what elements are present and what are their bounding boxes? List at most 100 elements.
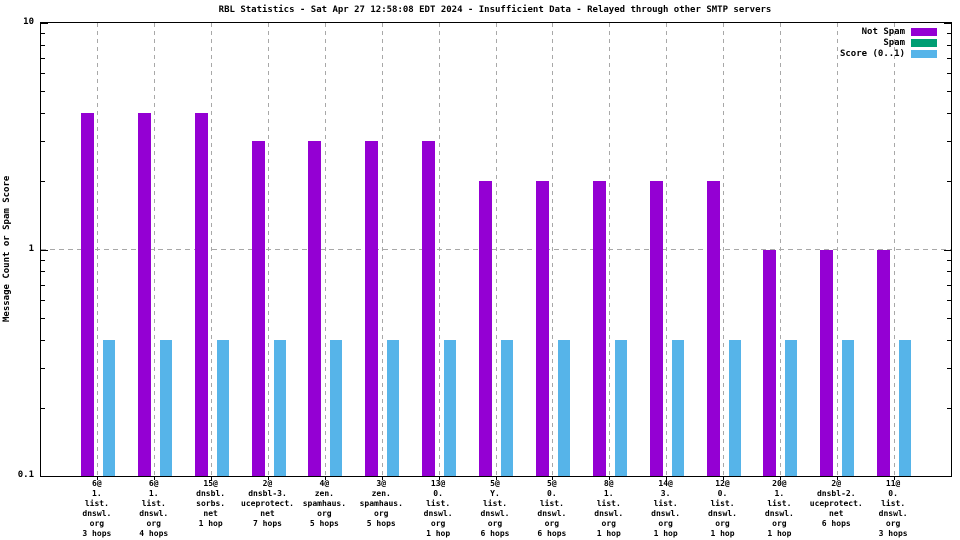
x-category-label-line: 0.: [547, 489, 557, 498]
y-major-tick: [41, 249, 48, 251]
x-category-label-line: 4 hops: [139, 529, 169, 538]
x-category-label-line: dnswl.: [139, 509, 169, 518]
y-minor-tick: [947, 259, 951, 261]
y-minor-tick: [41, 284, 45, 286]
x-category-label-line: Y.: [490, 489, 500, 498]
y-minor-tick: [41, 91, 45, 93]
x-tick: [268, 476, 269, 480]
x-gridline: [211, 23, 213, 476]
x-tick: [666, 476, 668, 480]
y-minor-tick: [947, 113, 951, 115]
x-category-label-line: org: [658, 519, 673, 528]
x-category-label-line: zen.: [314, 489, 334, 498]
x-tick: [97, 476, 99, 480]
x-category-label-line: 14@: [658, 479, 673, 488]
x-category-label-line: 1.: [603, 489, 614, 498]
bar-not-spam: [365, 141, 379, 476]
bar-score-0-1: [159, 339, 172, 476]
y-minor-tick: [947, 317, 951, 319]
x-category-label: 20@ 1. list. dnswl. org 1 hop: [729, 479, 829, 539]
bar-not-spam: [308, 141, 322, 476]
x-category-label-line: list.: [710, 499, 735, 508]
y-minor-tick: [41, 259, 45, 261]
x-tick: [779, 476, 781, 480]
x-tick: [211, 476, 213, 480]
y-minor-tick: [41, 339, 45, 341]
bar-not-spam: [592, 181, 606, 476]
x-category-label-line: dnsbl-3.: [248, 489, 287, 498]
x-category-label: 11@ 0. list. dnswl. org 3 hops: [843, 479, 943, 539]
legend-item-spam: Spam: [840, 37, 937, 48]
x-category-label-line: 0.: [433, 489, 443, 498]
bar-score-0-1: [216, 339, 229, 476]
x-category-label-line: 6 hops: [537, 529, 567, 538]
x-category-label-line: 6 hops: [480, 529, 510, 538]
bar-score-0-1: [102, 339, 115, 476]
legend-swatch: [911, 27, 937, 36]
x-gridline: [268, 23, 269, 476]
x-category-label-line: 3 hops: [82, 529, 112, 538]
x-category-label-line: org: [89, 519, 105, 528]
x-category-label-line: 7 hops: [253, 519, 282, 528]
bar-score-0-1: [671, 339, 684, 476]
x-tick: [893, 476, 895, 480]
x-category-label-line: dnswl.: [878, 509, 908, 518]
x-tick: [552, 476, 554, 480]
y-minor-tick: [41, 141, 45, 143]
x-category-label-line: 15@: [203, 479, 218, 488]
x-category-label-line: 5@: [547, 479, 557, 488]
x-category-label-line: list.: [84, 499, 109, 508]
y-major-tick: [944, 476, 951, 477]
y-minor-tick: [947, 339, 951, 341]
y-minor-tick: [947, 181, 951, 183]
x-category-label-line: org: [715, 519, 730, 528]
x-category-label-line: org: [374, 509, 389, 518]
y-minor-tick: [947, 367, 951, 369]
x-category-label-line: uceprotect.: [809, 499, 863, 508]
x-category-label: 14@ 3. list. dnswl. org 1 hop: [616, 479, 716, 539]
x-category-label-line: 11@: [885, 479, 901, 488]
x-gridline: [779, 23, 781, 476]
x-gridline: [438, 23, 440, 476]
x-category-label-line: 6@: [148, 479, 159, 488]
y-minor-tick: [41, 299, 45, 301]
x-category-label-line: 1.: [148, 489, 159, 498]
x-category-label-line: 1 hop: [653, 529, 678, 538]
chart-title: RBL Statistics - Sat Apr 27 12:58:08 EDT…: [218, 5, 772, 15]
y-minor-tick: [41, 58, 45, 60]
x-category-label-line: list.: [881, 499, 906, 508]
x-category-label-line: dnsbl.: [196, 489, 226, 498]
legend-item-not-spam: Not Spam: [840, 26, 937, 37]
y-minor-tick: [947, 284, 951, 286]
x-category-label-line: 3 hops: [878, 529, 908, 538]
x-category-label-line: list.: [539, 499, 564, 508]
y-minor-tick: [947, 141, 951, 143]
bar-not-spam: [535, 181, 549, 476]
bar-score-0-1: [330, 339, 343, 476]
x-category-label-line: uceprotect.: [241, 499, 294, 508]
y-major-tick: [41, 23, 48, 24]
x-category-label-line: net: [203, 509, 218, 518]
x-category-label-line: 4@: [319, 479, 330, 488]
x-category-label: 6@ 1. list. dnswl. org 4 hops: [104, 479, 204, 539]
x-category-label-line: 1 hop: [198, 519, 223, 528]
y-tick-label: 0.1: [17, 470, 34, 480]
y-minor-tick: [41, 33, 45, 35]
x-category-label-line: dnswl.: [423, 509, 453, 518]
x-category-label-line: dnswl.: [82, 509, 112, 518]
plot-area: Not SpamSpamScore (0..1): [40, 22, 952, 480]
x-category-label-line: dnswl.: [594, 509, 624, 518]
y-minor-tick: [41, 73, 45, 75]
x-category-label-line: org: [146, 519, 161, 528]
x-category-label-line: list.: [141, 499, 166, 508]
x-category-label-line: org: [544, 519, 560, 528]
bar-not-spam: [877, 249, 891, 476]
y-minor-tick: [41, 367, 45, 369]
y-tick-label: 10: [23, 17, 34, 27]
x-category-label: 5@ Y. list. dnswl. org 6 hops: [445, 479, 545, 539]
x-category-label-line: list.: [653, 499, 678, 508]
x-gridline: [324, 23, 326, 476]
bar-score-0-1: [899, 339, 912, 476]
bar-not-spam: [251, 141, 265, 476]
